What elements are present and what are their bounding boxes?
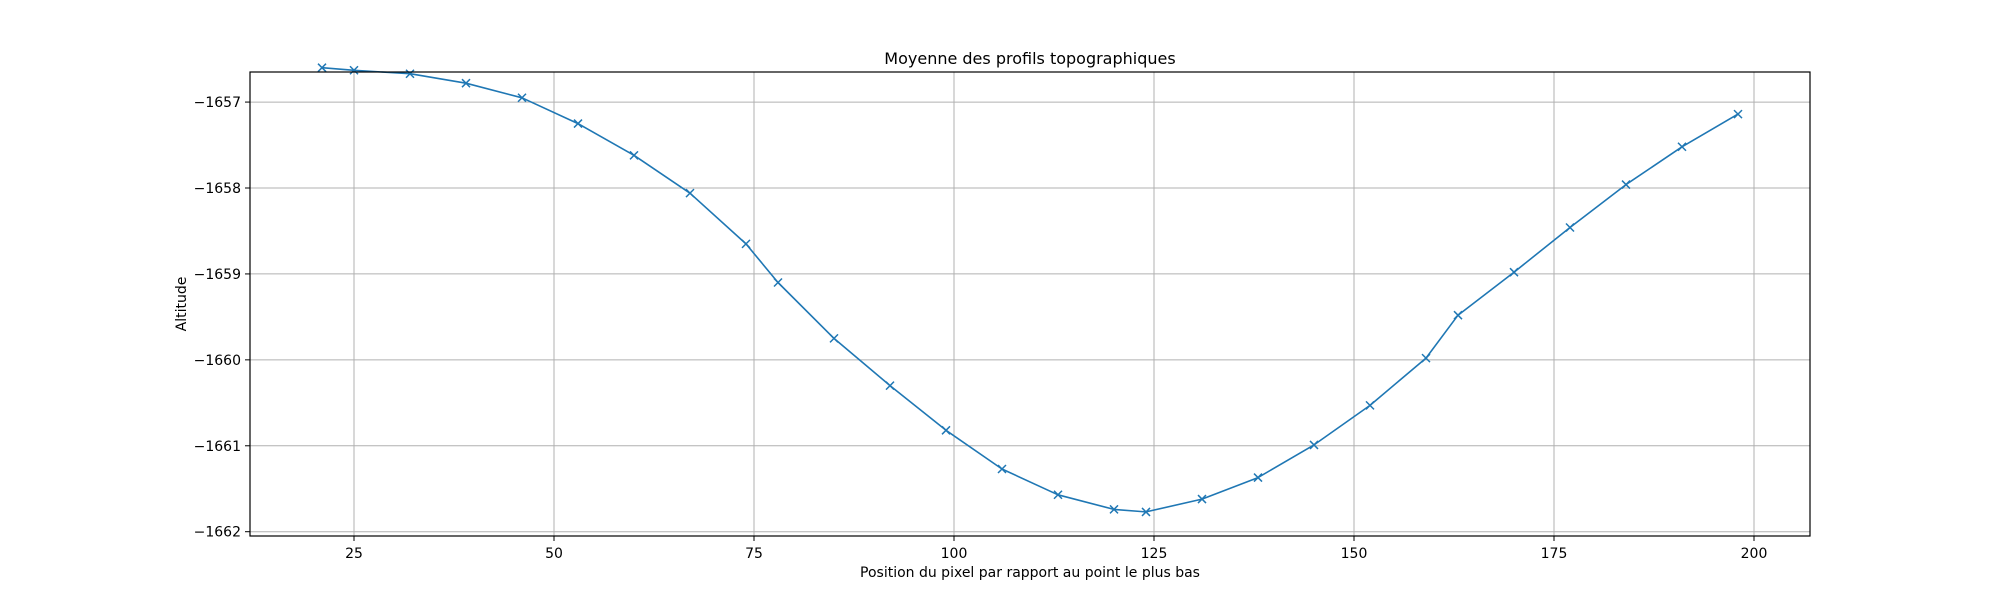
data-point-marker: [629, 150, 639, 160]
data-point-marker: [685, 188, 695, 198]
data-point-marker: [829, 333, 839, 343]
y-axis-label: Altitude: [174, 277, 190, 332]
data-point-marker: [1421, 353, 1431, 363]
data-point-marker: [773, 277, 783, 288]
data-point-marker: [405, 69, 415, 79]
y-tick-label: −1659: [194, 267, 241, 283]
data-point-marker: [1509, 267, 1519, 277]
data-point-marker: [517, 93, 527, 103]
data-point-marker: [573, 119, 583, 129]
series-line: [321, 66, 1739, 513]
data-point-marker: [1253, 473, 1263, 483]
chart-title: Moyenne des profils topographiques: [884, 49, 1175, 68]
y-tick-label: −1657: [194, 95, 241, 111]
y-tick-label: −1661: [194, 439, 241, 455]
data-point-marker: [885, 381, 895, 391]
x-tick-label: 200: [1741, 546, 1768, 562]
x-tick-label: 100: [941, 546, 968, 562]
y-tick-label: −1660: [194, 353, 241, 369]
data-point-marker: [1677, 142, 1687, 152]
data-point-marker: [317, 63, 327, 73]
x-tick-label: 175: [1541, 546, 1568, 562]
data-point-marker: [1309, 440, 1319, 450]
data-point-marker: [1141, 507, 1151, 517]
data-point-marker: [1453, 310, 1463, 320]
data-point-marker: [1565, 222, 1575, 233]
data-series: [317, 63, 1743, 517]
data-point-marker: [997, 464, 1007, 474]
x-tick-label: 50: [545, 546, 563, 562]
data-point-marker: [741, 239, 751, 249]
x-tick-label: 150: [1341, 546, 1368, 562]
axis-ticks: 25 50 75 100 125 150 175 200 −1657 −1658 −1659 −166…: [194, 95, 1768, 562]
x-tick-label: 75: [745, 546, 763, 562]
data-point-marker: [1365, 400, 1375, 410]
data-point-marker: [1733, 109, 1743, 119]
plot-area-frame: [249, 71, 1811, 537]
data-point-marker: [1109, 504, 1119, 514]
data-point-marker: [1197, 494, 1207, 504]
data-point-marker: [349, 65, 359, 75]
x-axis-label: Position du pixel par rapport au point l…: [860, 565, 1200, 581]
y-tick-label: −1662: [194, 525, 241, 541]
data-point-marker: [1621, 180, 1631, 190]
x-tick-label: 25: [345, 546, 363, 562]
y-tick-label: −1658: [194, 181, 241, 197]
data-point-marker: [1053, 490, 1063, 500]
x-tick-label: 125: [1141, 546, 1168, 562]
data-point-marker: [461, 78, 471, 88]
data-point-marker: [941, 425, 951, 435]
grid-lines: [250, 72, 1810, 536]
